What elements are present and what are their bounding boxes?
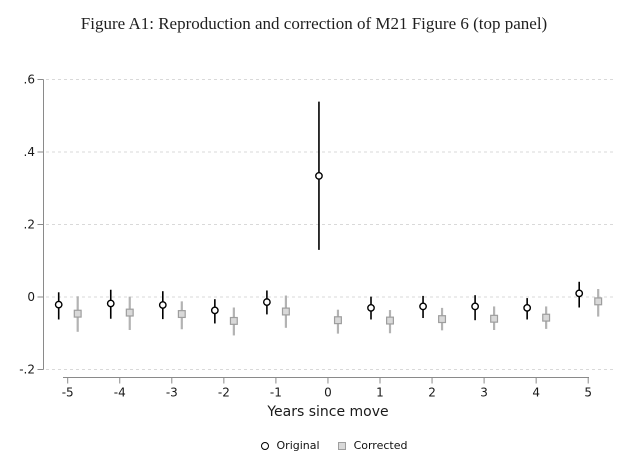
x-tick-label: 5 (584, 386, 592, 400)
legend: Original Corrected (20, 439, 628, 452)
legend-item-corrected: Corrected (337, 439, 408, 452)
marker-square-corrected (490, 314, 499, 323)
marker-circle-original (315, 172, 323, 180)
x-tick-label: -3 (166, 386, 178, 400)
marker-square-corrected (281, 307, 290, 316)
marker-circle-original (210, 306, 219, 315)
x-tick-label: 4 (532, 386, 540, 400)
x-tick-label: -4 (114, 386, 126, 400)
x-tick-label: 0 (324, 386, 332, 400)
y-tick-label: -.2 (19, 363, 35, 377)
y-tick-label: .2 (24, 218, 35, 232)
marker-circle-original (523, 303, 532, 312)
marker-square-corrected (177, 310, 186, 319)
marker-circle-original (158, 301, 167, 309)
marker-square-corrected (386, 316, 395, 325)
y-tick-label: .6 (24, 73, 35, 87)
marker-square-corrected (594, 297, 603, 306)
x-tick-label: 2 (428, 386, 436, 400)
marker-square-corrected (73, 309, 82, 318)
marker-circle-original (471, 302, 479, 311)
marker-square-corrected (542, 313, 551, 322)
marker-circle-original (262, 298, 271, 306)
marker-circle-original (106, 299, 115, 308)
y-tick-label: .4 (24, 145, 35, 159)
x-tick-label: 3 (480, 386, 488, 400)
marker-square-corrected (125, 308, 134, 317)
marker-circle-original (54, 300, 63, 309)
legend-marker-square-icon (337, 441, 346, 450)
legend-marker-circle-icon (260, 441, 269, 450)
marker-square-corrected (438, 315, 447, 324)
y-tick-label: 0 (27, 290, 35, 304)
figure-title: Figure A1: Reproduction and correction o… (80, 14, 548, 33)
marker-circle-original (575, 289, 584, 298)
legend-label-corrected: Corrected (353, 439, 408, 452)
x-tick-label: -1 (270, 386, 282, 400)
legend-label-original: Original (276, 439, 320, 452)
x-tick-label: -2 (218, 386, 230, 400)
marker-square-corrected (333, 316, 342, 325)
x-tick-label: 1 (376, 386, 384, 400)
marker-square-corrected (229, 316, 238, 325)
x-axis-label: Years since move (267, 404, 389, 420)
marker-circle-original (367, 303, 375, 312)
marker-circle-original (419, 302, 427, 311)
x-tick-label: -5 (62, 386, 74, 400)
legend-item-original: Original (260, 439, 320, 452)
